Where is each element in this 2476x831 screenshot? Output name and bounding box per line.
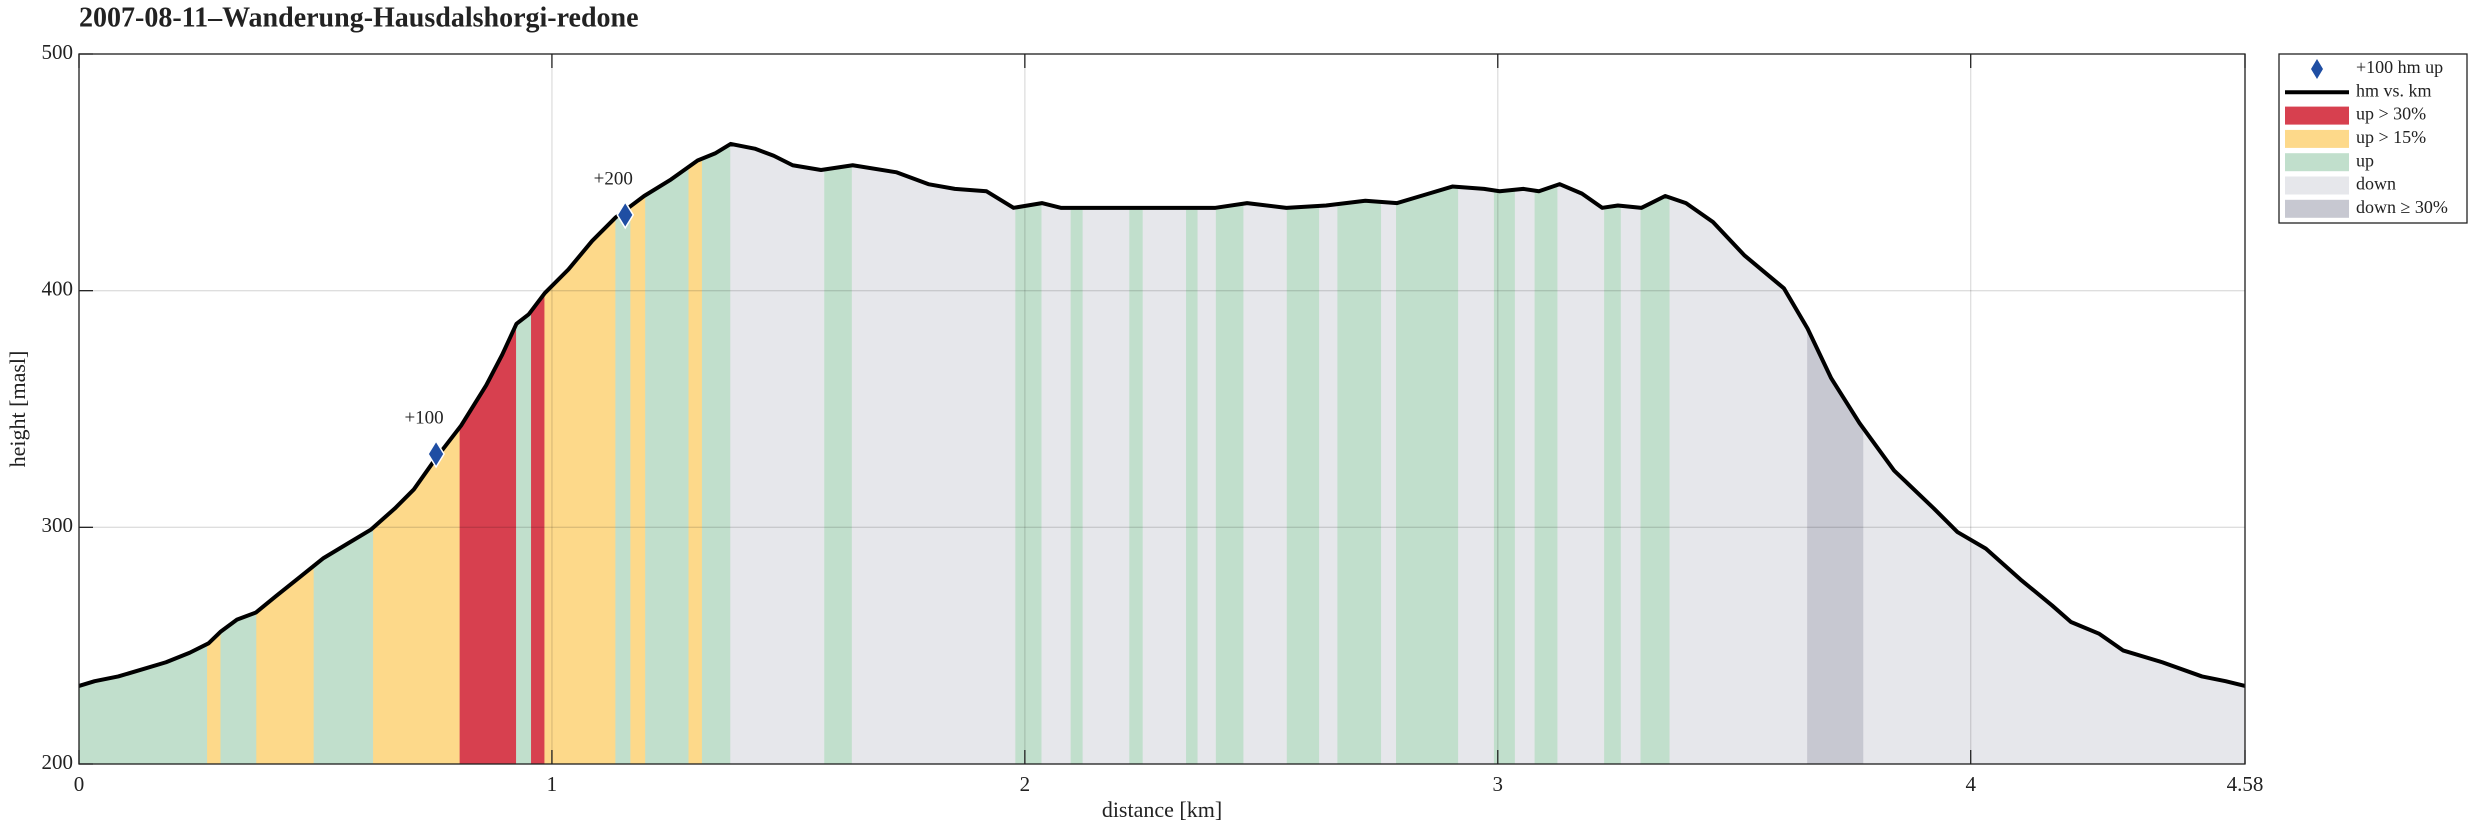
legend-label: +100 hm up [2356,57,2443,77]
area-segment [220,611,257,765]
area-segment [1041,202,1071,765]
area-segment [372,426,460,765]
marker [427,439,445,469]
x-axis-label: distance [km] [1102,797,1222,822]
area-segment [1395,186,1459,765]
legend-label: up [2356,150,2374,170]
area-segment [1557,183,1605,765]
area-segment [1862,426,2246,765]
area-segment [1669,197,1808,765]
marker-label: +100 [404,407,443,428]
y-tick-label: 500 [42,40,74,64]
x-tick-label: 1 [547,772,558,796]
legend-swatch [2285,153,2349,172]
area-segment [516,310,532,765]
legend-swatch [2285,176,2349,195]
legend-label: down [2356,174,2396,194]
area-segment [1319,203,1338,765]
legend-marker [2311,59,2323,79]
area-segment [530,291,546,765]
profile-line [78,141,2246,688]
legend-label: down ≥ 30% [2356,197,2448,217]
area-segment [1493,189,1516,765]
area-segment [1336,200,1382,765]
area-segment [1243,202,1287,765]
x-tick-label: 0 [74,772,85,796]
area-segment [1458,186,1494,765]
legend-label: hm vs. km [2356,80,2432,100]
area-segment [1639,195,1671,765]
area-segment [687,157,703,765]
x-tick-label: 2 [1020,772,1031,796]
area-segment [1215,203,1245,765]
marker-label: +200 [594,168,633,189]
area-segment [1807,328,1864,765]
area-segment [1014,202,1043,765]
plot-frame [78,53,2246,765]
area-segment [701,143,732,765]
legend-swatch [2285,106,2349,125]
x-tick-label: 4.58 [2227,772,2264,796]
area-segment [544,216,617,765]
x-tick-label: 3 [1493,772,1504,796]
area-segment [1620,205,1641,765]
area-segment [206,630,222,765]
x-tick-label: 4 [1965,772,1976,796]
area-segment [458,323,517,765]
area-segment [851,164,1016,765]
legend-label: up > 15% [2356,127,2426,147]
area-segment [629,194,646,765]
y-tick-label: 300 [42,513,74,537]
y-axis-label: height [masl] [5,351,30,468]
area-segment [1603,205,1622,765]
area-segment [730,143,825,765]
area-segment [1533,184,1559,765]
area-segment [645,166,689,765]
legend-swatch [2285,129,2349,148]
area-segment [78,643,208,765]
area-segment [823,164,853,765]
area-segment [1381,201,1397,765]
area-segment [313,527,374,765]
y-tick-label: 400 [42,276,74,300]
area-segment [1285,205,1320,765]
chart-title: 2007-08-11–Wanderung-Hausdalshorgi-redon… [79,2,639,33]
legend-swatch [2285,199,2349,218]
y-tick-label: 200 [42,750,74,774]
marker [616,200,635,230]
legend-label: up > 30% [2356,104,2426,124]
area-segment [255,564,315,765]
area-segment [1514,188,1535,765]
